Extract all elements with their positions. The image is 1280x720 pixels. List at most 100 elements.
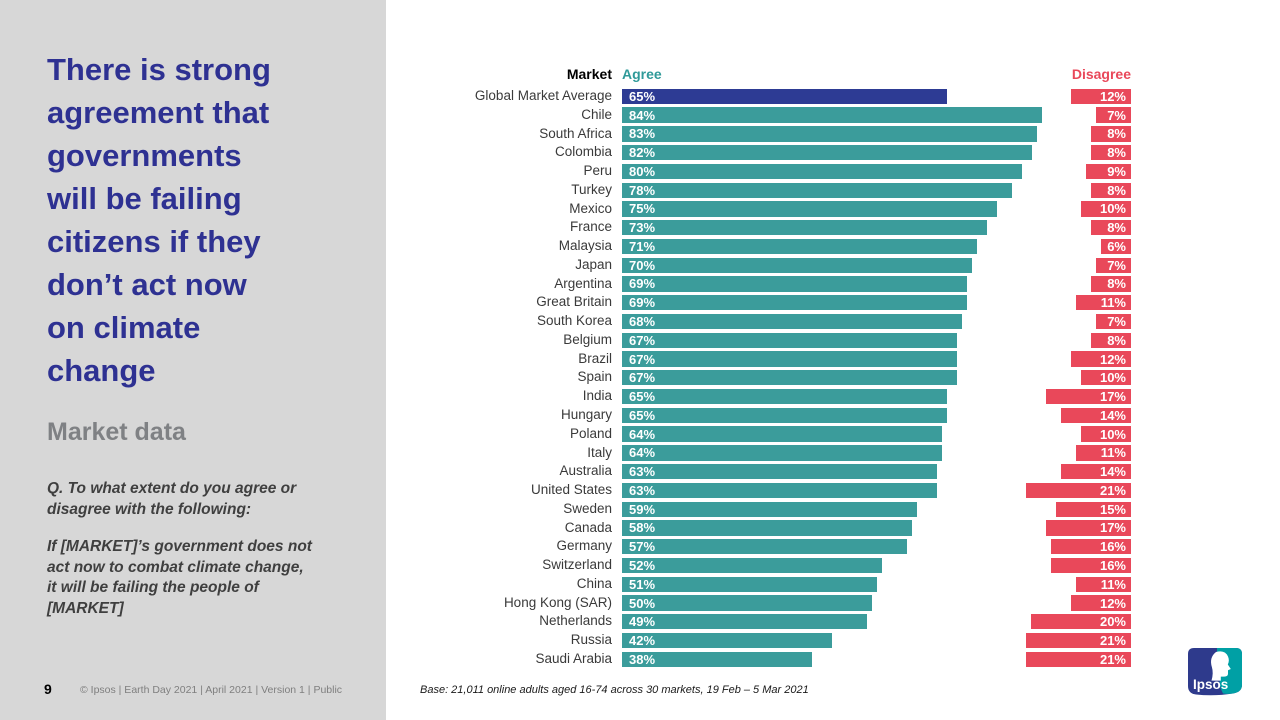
agree-value-label: 63% xyxy=(629,482,656,498)
sidebar: There is strong agreement that governmen… xyxy=(0,0,386,720)
disagree-value-label: 14% xyxy=(1099,464,1126,480)
disagree-value-label: 11% xyxy=(1100,295,1126,311)
disagree-bar: 11% xyxy=(1076,445,1131,461)
agree-bar: 67% xyxy=(622,332,957,348)
agree-bar: 59% xyxy=(622,501,917,517)
chart-row: Turkey 78% 8% xyxy=(386,181,1280,200)
market-label: Japan xyxy=(575,256,612,272)
column-header-market: Market xyxy=(566,66,612,82)
chart-row: Brazil 67% 12% xyxy=(386,350,1280,369)
chart-row: Australia 63% 14% xyxy=(386,462,1280,481)
market-label: Brazil xyxy=(578,350,612,366)
market-label: India xyxy=(582,388,612,404)
chart-row: Hong Kong (SAR) 50% 12% xyxy=(386,594,1280,613)
agree-bar: 65% xyxy=(622,407,947,423)
agree-bar: 64% xyxy=(622,426,942,442)
agree-value-label: 67% xyxy=(629,370,656,386)
disagree-value-label: 8% xyxy=(1107,145,1126,161)
disagree-bar: 12% xyxy=(1071,88,1131,104)
disagree-bar: 8% xyxy=(1091,144,1131,161)
agree-bar: 69% xyxy=(622,295,967,311)
disagree-value-label: 12% xyxy=(1099,595,1126,611)
disagree-value-label: 16% xyxy=(1099,557,1126,573)
chart-row: Belgium 67% 8% xyxy=(386,331,1280,350)
market-label: Malaysia xyxy=(558,238,612,254)
chart-rows: Global Market Average 65% 12% Chile 84% 7% Sou… xyxy=(386,87,1280,669)
column-header-agree: Agree xyxy=(622,66,662,82)
disagree-value-label: 17% xyxy=(1099,389,1126,405)
chart-row: United States 63% 21% xyxy=(386,481,1280,500)
agree-value-label: 73% xyxy=(629,220,656,236)
disagree-bar: 8% xyxy=(1091,276,1131,292)
agree-value-label: 52% xyxy=(629,557,656,573)
agree-value-label: 59% xyxy=(629,501,656,517)
disagree-value-label: 8% xyxy=(1107,126,1126,142)
chart-row: Canada 58% 17% xyxy=(386,519,1280,538)
disagree-bar: 16% xyxy=(1051,539,1131,555)
market-label: Argentina xyxy=(554,275,612,291)
question-intro: Q. To what extent do you agree or disagr… xyxy=(47,480,297,518)
disagree-bar: 10% xyxy=(1081,370,1131,386)
agree-value-label: 57% xyxy=(629,539,656,555)
agree-value-label: 68% xyxy=(629,314,656,330)
market-label: Chile xyxy=(581,106,612,122)
market-label: Hong Kong (SAR) xyxy=(503,594,612,610)
disagree-value-label: 20% xyxy=(1099,614,1126,630)
chart-row: Argentina 69% 8% xyxy=(386,275,1280,294)
chart-row: India 65% 17% xyxy=(386,387,1280,406)
chart-row: Chile 84% 7% xyxy=(386,106,1280,125)
disagree-bar: 15% xyxy=(1056,501,1131,517)
market-label: Switzerland xyxy=(542,557,612,573)
chart-area: Market Agree Disagree Global Market Aver… xyxy=(386,0,1280,720)
agree-bar: 80% xyxy=(622,163,1022,180)
disagree-bar: 12% xyxy=(1071,351,1131,367)
agree-value-label: 50% xyxy=(629,595,656,611)
chart-row: Poland 64% 10% xyxy=(386,425,1280,444)
disagree-value-label: 12% xyxy=(1099,88,1126,104)
market-label: Turkey xyxy=(571,181,612,197)
disagree-value-label: 17% xyxy=(1099,520,1126,536)
disagree-bar: 6% xyxy=(1101,238,1131,255)
disagree-value-label: 21% xyxy=(1099,651,1126,667)
disagree-value-label: 12% xyxy=(1099,351,1126,367)
base-note: Base: 21,011 online adults aged 16-74 ac… xyxy=(420,684,809,696)
chart-row: Japan 70% 7% xyxy=(386,256,1280,275)
chart-row: Global Market Average 65% 12% xyxy=(386,87,1280,106)
disagree-bar: 14% xyxy=(1061,464,1131,480)
disagree-bar: 17% xyxy=(1046,520,1131,536)
agree-bar: 57% xyxy=(622,539,907,555)
market-label: Saudi Arabia xyxy=(535,650,612,666)
disagree-bar: 14% xyxy=(1061,407,1131,423)
disagree-value-label: 15% xyxy=(1099,501,1126,517)
disagree-value-label: 10% xyxy=(1099,201,1126,217)
disagree-bar: 8% xyxy=(1091,220,1131,236)
agree-bar: 75% xyxy=(622,201,997,217)
agree-bar: 71% xyxy=(622,238,977,255)
disagree-bar: 12% xyxy=(1071,595,1131,611)
disagree-bar: 10% xyxy=(1081,201,1131,217)
disagree-value-label: 8% xyxy=(1107,276,1126,292)
agree-bar: 84% xyxy=(622,107,1042,123)
agree-bar: 83% xyxy=(622,126,1037,142)
page-number: 9 xyxy=(44,681,52,697)
market-label: Sweden xyxy=(563,500,612,516)
chart-row: South Africa 83% 8% xyxy=(386,125,1280,144)
market-label: Spain xyxy=(577,369,612,385)
market-label: South Korea xyxy=(536,313,612,329)
question-body: If [MARKET]’s government does not act no… xyxy=(47,538,312,617)
agree-value-label: 75% xyxy=(629,201,656,217)
market-label: Great Britain xyxy=(536,294,612,310)
agree-bar: 68% xyxy=(622,313,962,330)
agree-bar: 70% xyxy=(622,257,972,273)
agree-value-label: 65% xyxy=(629,407,656,423)
ipsos-logo: Ipsos xyxy=(1188,648,1242,696)
agree-value-label: 42% xyxy=(629,633,656,649)
market-label: Canada xyxy=(564,519,612,535)
disagree-value-label: 7% xyxy=(1107,107,1126,123)
slide-title: There is strong agreement that governmen… xyxy=(47,52,271,388)
disagree-bar: 10% xyxy=(1081,426,1131,442)
agree-bar: 52% xyxy=(622,557,882,574)
agree-bar: 42% xyxy=(622,632,832,649)
agree-value-label: 65% xyxy=(629,88,656,104)
